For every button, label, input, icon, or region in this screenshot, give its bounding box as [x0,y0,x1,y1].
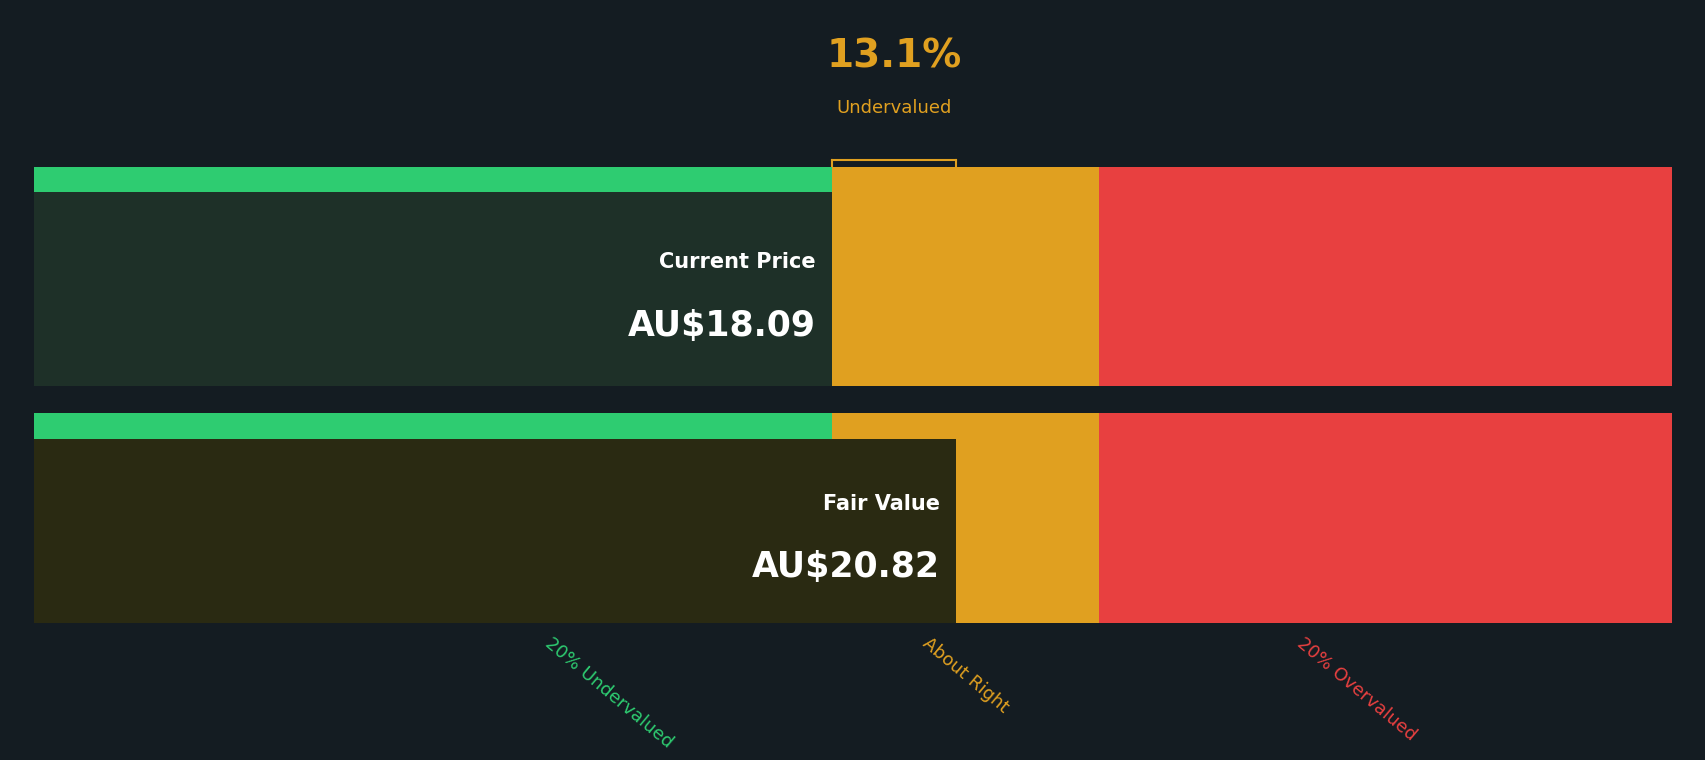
Text: About Right: About Right [917,634,1011,717]
Bar [34,413,832,439]
Text: 20% Overvalued: 20% Overvalued [1292,634,1419,744]
Text: Fair Value: Fair Value [822,493,939,514]
Bar [1098,439,1671,623]
Bar [832,167,1098,192]
Text: AU$20.82: AU$20.82 [752,550,939,584]
Text: 20% Undervalued: 20% Undervalued [540,634,675,752]
Bar [1098,413,1671,439]
Bar [34,413,832,439]
Bar [34,413,955,623]
Text: Current Price: Current Price [658,252,815,272]
Bar [34,167,832,192]
Bar [1098,192,1671,386]
Bar [34,167,832,192]
Bar [1098,167,1671,192]
Bar [34,192,832,386]
Text: Undervalued: Undervalued [835,99,951,117]
Text: AU$18.09: AU$18.09 [627,309,815,343]
Bar [34,439,832,623]
Text: 13.1%: 13.1% [825,38,962,76]
Bar [832,413,1098,439]
Bar [832,192,1098,386]
Bar [832,439,1098,623]
Bar [832,413,955,439]
Bar [34,167,832,386]
